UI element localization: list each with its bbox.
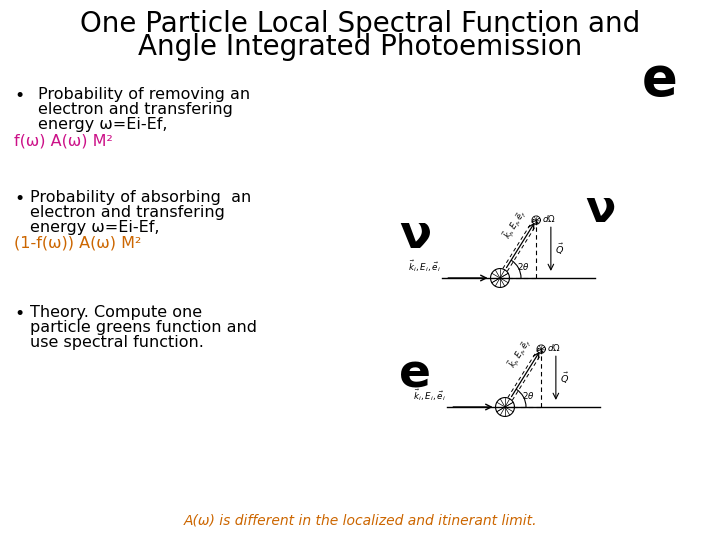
Text: •: • <box>14 190 24 208</box>
Text: use spectral function.: use spectral function. <box>30 335 204 350</box>
Text: Probability of removing an: Probability of removing an <box>38 87 250 102</box>
Text: electron and transfering: electron and transfering <box>30 205 225 220</box>
Text: $\vec{k}_f, E_f, \vec{e}_f$: $\vec{k}_f, E_f, \vec{e}_f$ <box>500 206 531 242</box>
Text: $\vec{k}_i,E_i,\vec{e}_i$: $\vec{k}_i,E_i,\vec{e}_i$ <box>408 258 441 274</box>
Text: •: • <box>14 87 24 105</box>
Text: $\mathbf{\nu}$: $\mathbf{\nu}$ <box>585 188 615 232</box>
Text: $d\Omega$: $d\Omega$ <box>547 341 562 353</box>
Text: e: e <box>399 353 431 397</box>
Text: One Particle Local Spectral Function and: One Particle Local Spectral Function and <box>80 10 640 38</box>
Text: $\vec{k}_i,E_i,\vec{e}_i$: $\vec{k}_i,E_i,\vec{e}_i$ <box>413 387 446 403</box>
Text: f(ω) A(ω) M²: f(ω) A(ω) M² <box>14 133 113 148</box>
Text: (1-f(ω)) A(ω) M²: (1-f(ω)) A(ω) M² <box>14 236 141 251</box>
Text: energy ω=Ei-Ef,: energy ω=Ei-Ef, <box>30 220 160 235</box>
Text: Theory. Compute one: Theory. Compute one <box>30 305 202 320</box>
Text: electron and transfering: electron and transfering <box>38 102 233 117</box>
Text: energy ω=Ei-Ef,: energy ω=Ei-Ef, <box>38 117 168 132</box>
Text: particle greens function and: particle greens function and <box>30 320 257 335</box>
Text: $\vec{Q}$: $\vec{Q}$ <box>560 370 570 386</box>
Text: $\vec{Q}$: $\vec{Q}$ <box>555 241 564 256</box>
Text: e: e <box>642 54 678 106</box>
Text: Probability of absorbing  an: Probability of absorbing an <box>30 190 251 205</box>
Text: $d\Omega$: $d\Omega$ <box>542 213 557 224</box>
Text: $2\theta$: $2\theta$ <box>522 390 534 401</box>
Text: Angle Integrated Photoemission: Angle Integrated Photoemission <box>138 33 582 61</box>
Text: $2\theta$: $2\theta$ <box>517 261 529 272</box>
Text: $\mathbf{\nu}$: $\mathbf{\nu}$ <box>399 213 431 258</box>
Text: •: • <box>14 305 24 323</box>
Text: $\vec{k}_f, E_f, \vec{e}_f$: $\vec{k}_f, E_f, \vec{e}_f$ <box>505 335 536 371</box>
Text: A(ω) is different in the localized and itinerant limit.: A(ω) is different in the localized and i… <box>184 514 536 528</box>
